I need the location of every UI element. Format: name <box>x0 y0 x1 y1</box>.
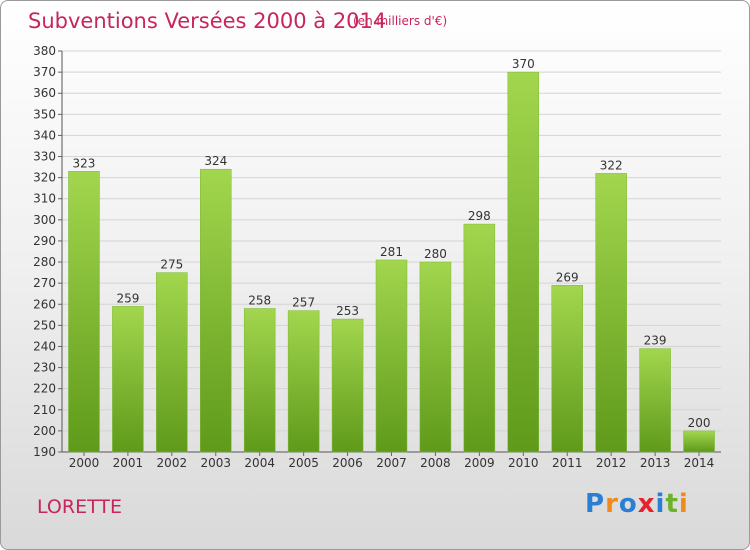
bar-value-label: 200 <box>688 416 711 430</box>
bar <box>287 310 320 453</box>
x-tick-label: 2000 <box>69 456 100 470</box>
x-tick-label: 2004 <box>244 456 275 470</box>
bar-value-label: 257 <box>292 296 315 310</box>
y-tick-label: 340 <box>33 128 56 142</box>
bar <box>639 348 671 453</box>
logo-letter: i <box>655 489 666 519</box>
bar <box>375 259 408 453</box>
x-tick-label: 2012 <box>596 456 627 470</box>
x-tick-label: 2009 <box>464 456 495 470</box>
bar <box>112 306 144 453</box>
y-tick-label: 350 <box>33 107 56 121</box>
y-tick-label: 250 <box>33 318 56 332</box>
bar <box>595 173 627 453</box>
unit-label: (en milliers d'€) <box>353 14 448 28</box>
y-tick-label: 270 <box>33 276 56 290</box>
y-tick-label: 190 <box>33 445 56 459</box>
x-tick-label: 2014 <box>684 456 715 470</box>
y-tick-label: 260 <box>33 297 56 311</box>
x-tick-label: 2001 <box>113 456 144 470</box>
y-tick-label: 300 <box>33 213 56 227</box>
y-tick-label: 310 <box>33 192 56 206</box>
bar <box>507 71 540 453</box>
y-tick-label: 320 <box>33 171 56 185</box>
y-tick-label: 360 <box>33 86 56 100</box>
y-tick-label: 380 <box>33 44 56 58</box>
bar-value-label: 269 <box>556 270 579 284</box>
x-tick-label: 2006 <box>332 456 363 470</box>
logo-letter: x <box>637 489 656 519</box>
proxiti-logo: Proxiti <box>585 489 689 519</box>
bar-value-label: 259 <box>116 291 139 305</box>
y-tick-label: 240 <box>33 339 56 353</box>
bar-value-label: 323 <box>73 156 96 170</box>
bar <box>68 171 100 453</box>
x-tick-label: 2010 <box>508 456 539 470</box>
bar <box>463 223 496 453</box>
bar-value-label: 322 <box>600 158 623 172</box>
bar-value-label: 253 <box>336 304 359 318</box>
bar-value-label: 258 <box>248 293 271 307</box>
bar-value-label: 370 <box>512 57 535 71</box>
bar-value-label: 280 <box>424 247 447 261</box>
y-tick-label: 290 <box>33 234 56 248</box>
y-tick-label: 210 <box>33 403 56 417</box>
commune-name: LORETTE <box>37 496 122 518</box>
y-tick-label: 330 <box>33 150 56 164</box>
y-tick-label: 200 <box>33 424 56 438</box>
axes: 190 200 210 220 230 240 250 260 270 280 290 300 310 3… <box>33 44 721 470</box>
x-tick-label: 2008 <box>420 456 451 470</box>
bar <box>419 261 452 453</box>
logo-letter: t <box>665 489 679 519</box>
bar-value-label: 275 <box>160 258 183 272</box>
y-tick-label: 230 <box>33 361 56 375</box>
bar <box>683 430 715 453</box>
logo-letter: r <box>605 489 619 519</box>
logo-letter: o <box>618 489 638 519</box>
bar-value-label: 298 <box>468 209 491 223</box>
y-tick-label: 370 <box>33 65 56 79</box>
bar <box>331 318 364 453</box>
x-tick-label: 2003 <box>200 456 231 470</box>
logo-letter: i <box>678 489 689 519</box>
x-tick-label: 2005 <box>288 456 319 470</box>
chart-title: Subventions Versées 2000 à 2014 <box>28 9 387 33</box>
y-tick-label: 220 <box>33 382 56 396</box>
bar <box>156 272 188 453</box>
y-tick-label: 280 <box>33 255 56 269</box>
bar <box>551 285 583 453</box>
logo-letter: P <box>585 489 606 519</box>
x-tick-label: 2011 <box>552 456 583 470</box>
x-tick-label: 2002 <box>157 456 188 470</box>
bar <box>243 308 276 453</box>
bar-value-label: 324 <box>204 154 227 168</box>
x-tick-label: 2013 <box>640 456 671 470</box>
x-tick-label: 2007 <box>376 456 407 470</box>
bar-value-label: 281 <box>380 245 403 259</box>
bar <box>200 168 232 453</box>
bar-value-label: 239 <box>644 334 667 348</box>
bars: 323 259 275 324 258 257 253 281 280 298 370 269 322 2… <box>68 57 715 453</box>
